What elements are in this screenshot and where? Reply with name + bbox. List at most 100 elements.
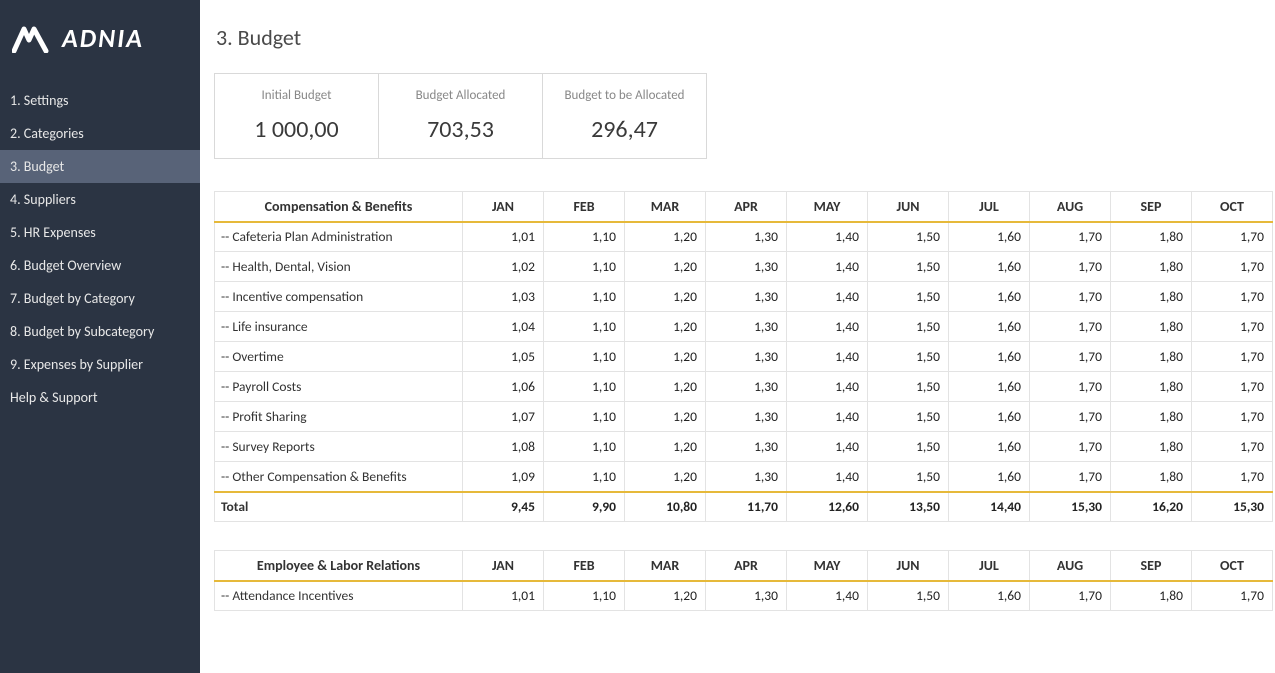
cell-value[interactable]: 1,10	[544, 372, 625, 402]
cell-value[interactable]: 1,70	[1192, 402, 1273, 432]
cell-value[interactable]: 1,80	[1111, 581, 1192, 611]
row-label[interactable]: -- Attendance Incentives	[215, 581, 463, 611]
cell-value[interactable]: 1,70	[1030, 312, 1111, 342]
cell-value[interactable]: 1,20	[625, 372, 706, 402]
sidebar-item-3[interactable]: 4. Suppliers	[0, 183, 200, 216]
cell-value[interactable]: 1,07	[463, 402, 544, 432]
cell-value[interactable]: 1,30	[706, 432, 787, 462]
cell-value[interactable]: 1,80	[1111, 342, 1192, 372]
cell-value[interactable]: 1,70	[1192, 222, 1273, 252]
cell-value[interactable]: 1,30	[706, 402, 787, 432]
cell-value[interactable]: 1,50	[868, 252, 949, 282]
sidebar-item-4[interactable]: 5. HR Expenses	[0, 216, 200, 249]
row-label[interactable]: -- Overtime	[215, 342, 463, 372]
sidebar-item-7[interactable]: 8. Budget by Subcategory	[0, 315, 200, 348]
row-label[interactable]: -- Survey Reports	[215, 432, 463, 462]
cell-value[interactable]: 1,06	[463, 372, 544, 402]
cell-value[interactable]: 1,60	[949, 282, 1030, 312]
cell-value[interactable]: 1,70	[1030, 432, 1111, 462]
cell-value[interactable]: 1,30	[706, 581, 787, 611]
cell-value[interactable]: 1,30	[706, 222, 787, 252]
cell-value[interactable]: 1,80	[1111, 462, 1192, 492]
cell-value[interactable]: 1,70	[1030, 581, 1111, 611]
cell-value[interactable]: 1,80	[1111, 252, 1192, 282]
cell-value[interactable]: 1,20	[625, 462, 706, 492]
cell-value[interactable]: 1,60	[949, 581, 1030, 611]
cell-value[interactable]: 1,80	[1111, 312, 1192, 342]
cell-value[interactable]: 1,40	[787, 581, 868, 611]
cell-value[interactable]: 1,02	[463, 252, 544, 282]
cell-value[interactable]: 1,30	[706, 282, 787, 312]
cell-value[interactable]: 1,20	[625, 252, 706, 282]
row-label[interactable]: -- Cafeteria Plan Administration	[215, 222, 463, 252]
cell-value[interactable]: 1,20	[625, 402, 706, 432]
row-label[interactable]: -- Incentive compensation	[215, 282, 463, 312]
cell-value[interactable]: 1,70	[1192, 462, 1273, 492]
cell-value[interactable]: 1,60	[949, 432, 1030, 462]
cell-value[interactable]: 1,20	[625, 282, 706, 312]
cell-value[interactable]: 1,70	[1030, 222, 1111, 252]
cell-value[interactable]: 1,70	[1030, 282, 1111, 312]
sidebar-item-0[interactable]: 1. Settings	[0, 84, 200, 117]
cell-value[interactable]: 1,10	[544, 252, 625, 282]
cell-value[interactable]: 1,60	[949, 462, 1030, 492]
sidebar-item-8[interactable]: 9. Expenses by Supplier	[0, 348, 200, 381]
cell-value[interactable]: 1,08	[463, 432, 544, 462]
cell-value[interactable]: 1,03	[463, 282, 544, 312]
cell-value[interactable]: 1,20	[625, 222, 706, 252]
row-label[interactable]: -- Life insurance	[215, 312, 463, 342]
cell-value[interactable]: 1,40	[787, 312, 868, 342]
cell-value[interactable]: 1,30	[706, 372, 787, 402]
cell-value[interactable]: 1,30	[706, 342, 787, 372]
cell-value[interactable]: 1,10	[544, 432, 625, 462]
cell-value[interactable]: 1,50	[868, 222, 949, 252]
row-label[interactable]: -- Payroll Costs	[215, 372, 463, 402]
cell-value[interactable]: 1,60	[949, 372, 1030, 402]
cell-value[interactable]: 1,20	[625, 581, 706, 611]
cell-value[interactable]: 1,50	[868, 372, 949, 402]
cell-value[interactable]: 1,40	[787, 462, 868, 492]
cell-value[interactable]: 1,80	[1111, 282, 1192, 312]
cell-value[interactable]: 1,09	[463, 462, 544, 492]
cell-value[interactable]: 1,70	[1192, 372, 1273, 402]
cell-value[interactable]: 1,40	[787, 342, 868, 372]
cell-value[interactable]: 1,01	[463, 222, 544, 252]
cell-value[interactable]: 1,70	[1192, 312, 1273, 342]
cell-value[interactable]: 1,80	[1111, 372, 1192, 402]
cell-value[interactable]: 1,70	[1192, 342, 1273, 372]
cell-value[interactable]: 1,70	[1192, 581, 1273, 611]
cell-value[interactable]: 1,20	[625, 342, 706, 372]
cell-value[interactable]: 1,20	[625, 312, 706, 342]
cell-value[interactable]: 1,70	[1030, 252, 1111, 282]
sidebar-item-2[interactable]: 3. Budget	[0, 150, 200, 183]
cell-value[interactable]: 1,50	[868, 282, 949, 312]
cell-value[interactable]: 1,10	[544, 342, 625, 372]
sidebar-item-1[interactable]: 2. Categories	[0, 117, 200, 150]
cell-value[interactable]: 1,60	[949, 252, 1030, 282]
cell-value[interactable]: 1,60	[949, 402, 1030, 432]
sidebar-item-5[interactable]: 6. Budget Overview	[0, 249, 200, 282]
cell-value[interactable]: 1,20	[625, 432, 706, 462]
cell-value[interactable]: 1,10	[544, 282, 625, 312]
cell-value[interactable]: 1,70	[1192, 432, 1273, 462]
cell-value[interactable]: 1,60	[949, 222, 1030, 252]
cell-value[interactable]: 1,10	[544, 402, 625, 432]
cell-value[interactable]: 1,80	[1111, 402, 1192, 432]
cell-value[interactable]: 1,80	[1111, 432, 1192, 462]
cell-value[interactable]: 1,04	[463, 312, 544, 342]
cell-value[interactable]: 1,60	[949, 312, 1030, 342]
cell-value[interactable]: 1,10	[544, 462, 625, 492]
cell-value[interactable]: 1,30	[706, 252, 787, 282]
cell-value[interactable]: 1,70	[1192, 282, 1273, 312]
cell-value[interactable]: 1,50	[868, 432, 949, 462]
cell-value[interactable]: 1,10	[544, 312, 625, 342]
cell-value[interactable]: 1,70	[1030, 402, 1111, 432]
cell-value[interactable]: 1,01	[463, 581, 544, 611]
sidebar-item-6[interactable]: 7. Budget by Category	[0, 282, 200, 315]
row-label[interactable]: -- Other Compensation & Benefits	[215, 462, 463, 492]
cell-value[interactable]: 1,50	[868, 581, 949, 611]
cell-value[interactable]: 1,10	[544, 222, 625, 252]
cell-value[interactable]: 1,70	[1030, 462, 1111, 492]
cell-value[interactable]: 1,50	[868, 402, 949, 432]
cell-value[interactable]: 1,40	[787, 252, 868, 282]
